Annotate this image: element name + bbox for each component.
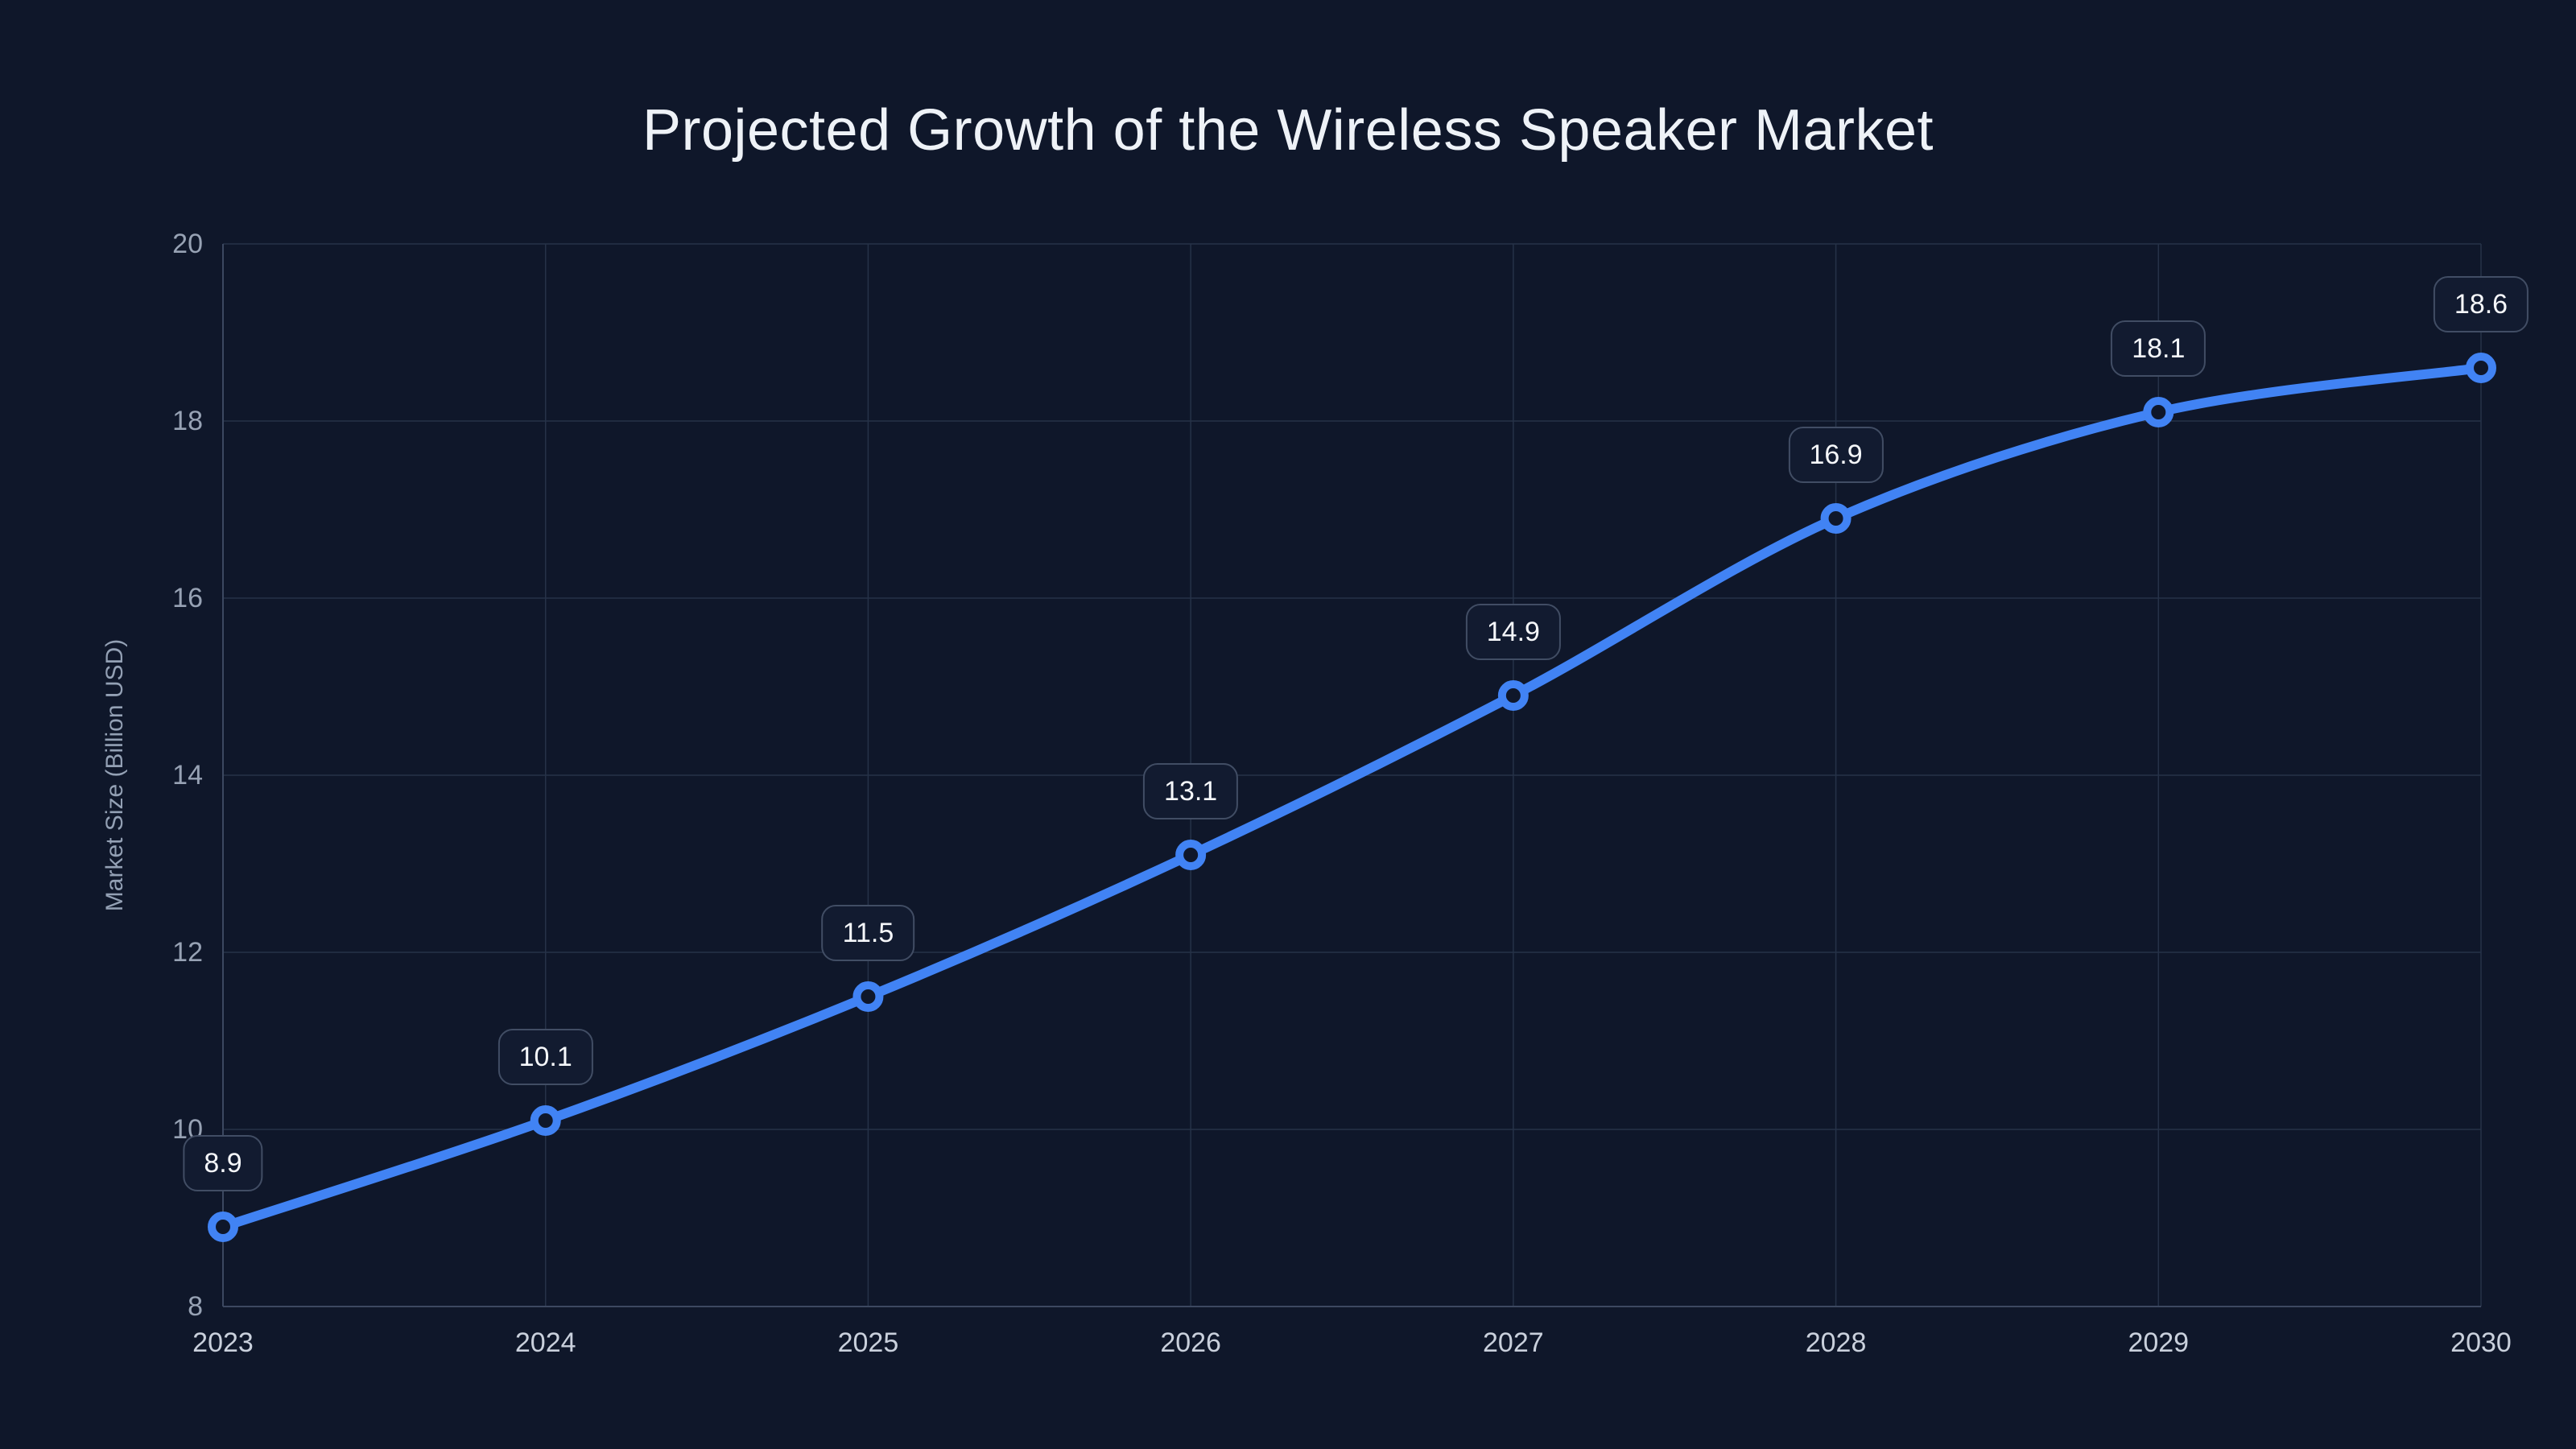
x-tick-label: 2023 <box>192 1327 254 1358</box>
data-point-marker[interactable] <box>2143 397 2174 427</box>
y-tick-label: 16 <box>172 583 203 613</box>
data-point-label: 14.9 <box>1465 604 1561 660</box>
y-tick-label: 12 <box>172 937 203 968</box>
y-tick-label: 8 <box>188 1291 203 1322</box>
series-line <box>218 363 2486 1232</box>
data-point-marker[interactable] <box>2466 353 2496 383</box>
y-tick-label: 14 <box>172 760 203 791</box>
x-tick-label: 2030 <box>2450 1327 2512 1358</box>
data-point-label: 13.1 <box>1143 763 1239 819</box>
data-point-marker[interactable] <box>852 981 884 1012</box>
y-tick-label: 20 <box>172 229 203 259</box>
data-point-label: 11.5 <box>821 905 915 961</box>
data-point-label: 10.1 <box>497 1029 593 1085</box>
chart-title: Projected Growth of the Wireless Speaker… <box>642 98 1934 163</box>
y-tick-label: 10 <box>172 1114 203 1145</box>
x-tick-label: 2026 <box>1160 1327 1221 1358</box>
x-tick-label: 2029 <box>2128 1327 2190 1358</box>
data-point-marker[interactable] <box>1497 680 1529 711</box>
x-tick-label: 2028 <box>1805 1327 1867 1358</box>
data-point-marker[interactable] <box>1820 503 1852 534</box>
x-tick-label: 2027 <box>1483 1327 1544 1358</box>
data-point-marker[interactable] <box>1175 840 1207 870</box>
data-point-label: 16.9 <box>1788 427 1884 483</box>
data-point-label: 18.6 <box>2433 276 2529 332</box>
y-tick-label: 18 <box>172 406 203 436</box>
x-tick-label: 2024 <box>514 1327 576 1358</box>
x-tick-label: 2025 <box>837 1327 899 1358</box>
data-point-marker[interactable] <box>530 1105 561 1136</box>
data-point-marker[interactable] <box>208 1212 238 1242</box>
data-point-label: 18.1 <box>2111 320 2207 377</box>
data-point-label: 8.9 <box>183 1135 263 1191</box>
